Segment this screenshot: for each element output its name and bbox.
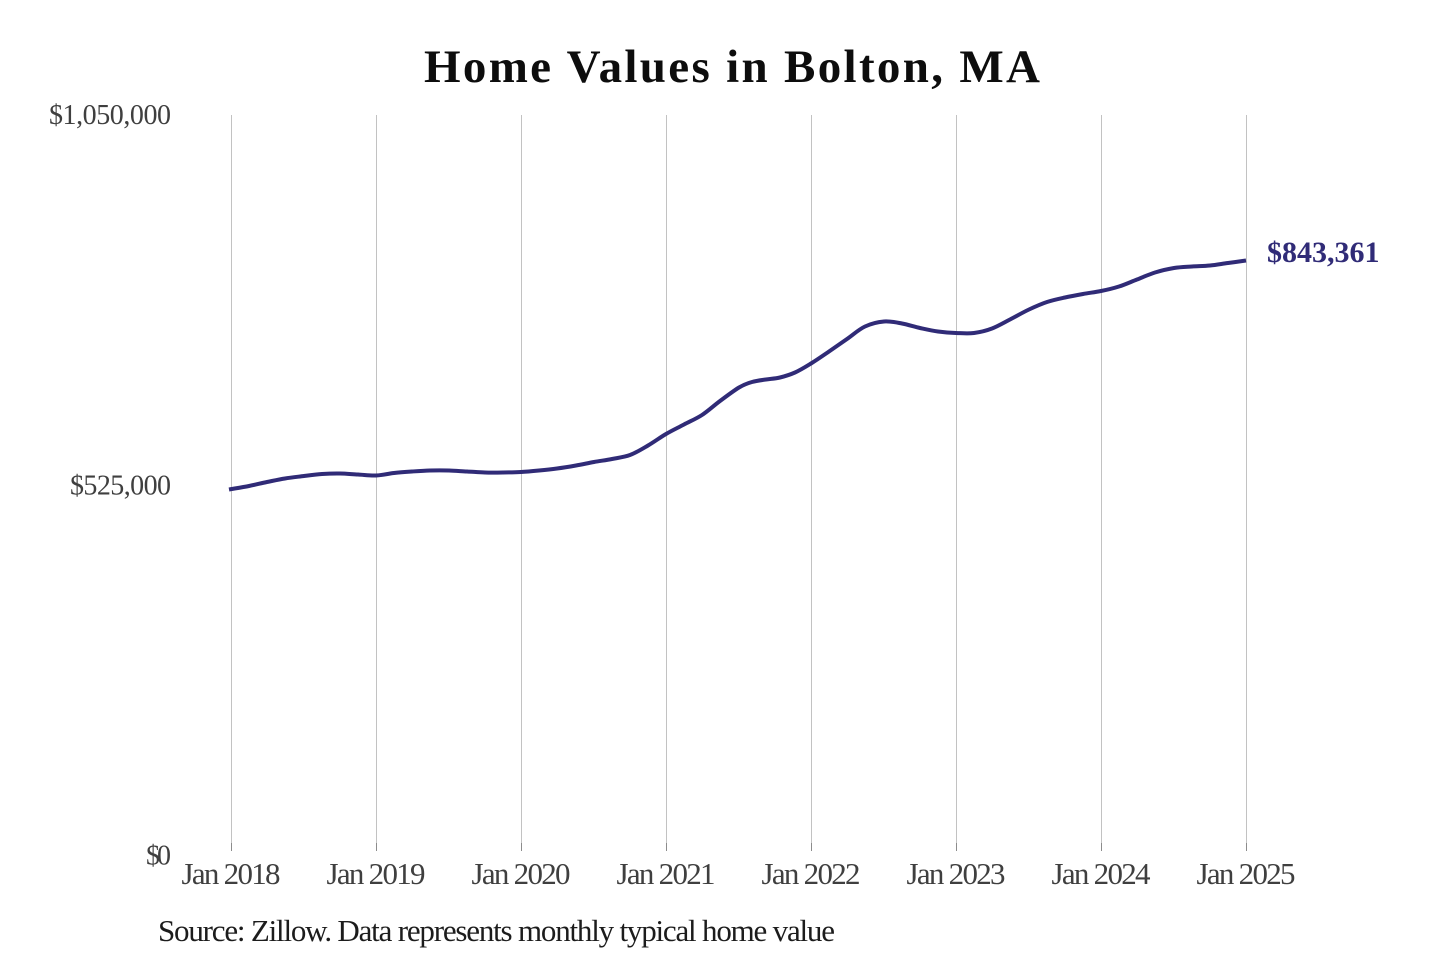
svg-text:Jan 2019: Jan 2019	[327, 856, 426, 891]
svg-text:Jan 2025: Jan 2025	[1197, 856, 1296, 891]
svg-text:Jan 2018: Jan 2018	[182, 856, 281, 891]
svg-text:Jan 2024: Jan 2024	[1052, 856, 1152, 891]
svg-text:Jan 2023: Jan 2023	[907, 856, 1006, 891]
svg-text:Jan 2022: Jan 2022	[762, 856, 861, 891]
svg-text:$0: $0	[146, 841, 171, 872]
svg-text:$1,050,000: $1,050,000	[49, 100, 171, 131]
svg-text:Home Values in Bolton, MA: Home Values in Bolton, MA	[424, 41, 1040, 93]
svg-text:Source: Zillow. Data represent: Source: Zillow. Data represents monthly …	[158, 913, 835, 948]
svg-text:Jan 2020: Jan 2020	[472, 856, 571, 891]
svg-text:$843,361: $843,361	[1267, 236, 1380, 269]
svg-text:Jan 2021: Jan 2021	[617, 856, 716, 891]
svg-text:$525,000: $525,000	[70, 471, 171, 502]
